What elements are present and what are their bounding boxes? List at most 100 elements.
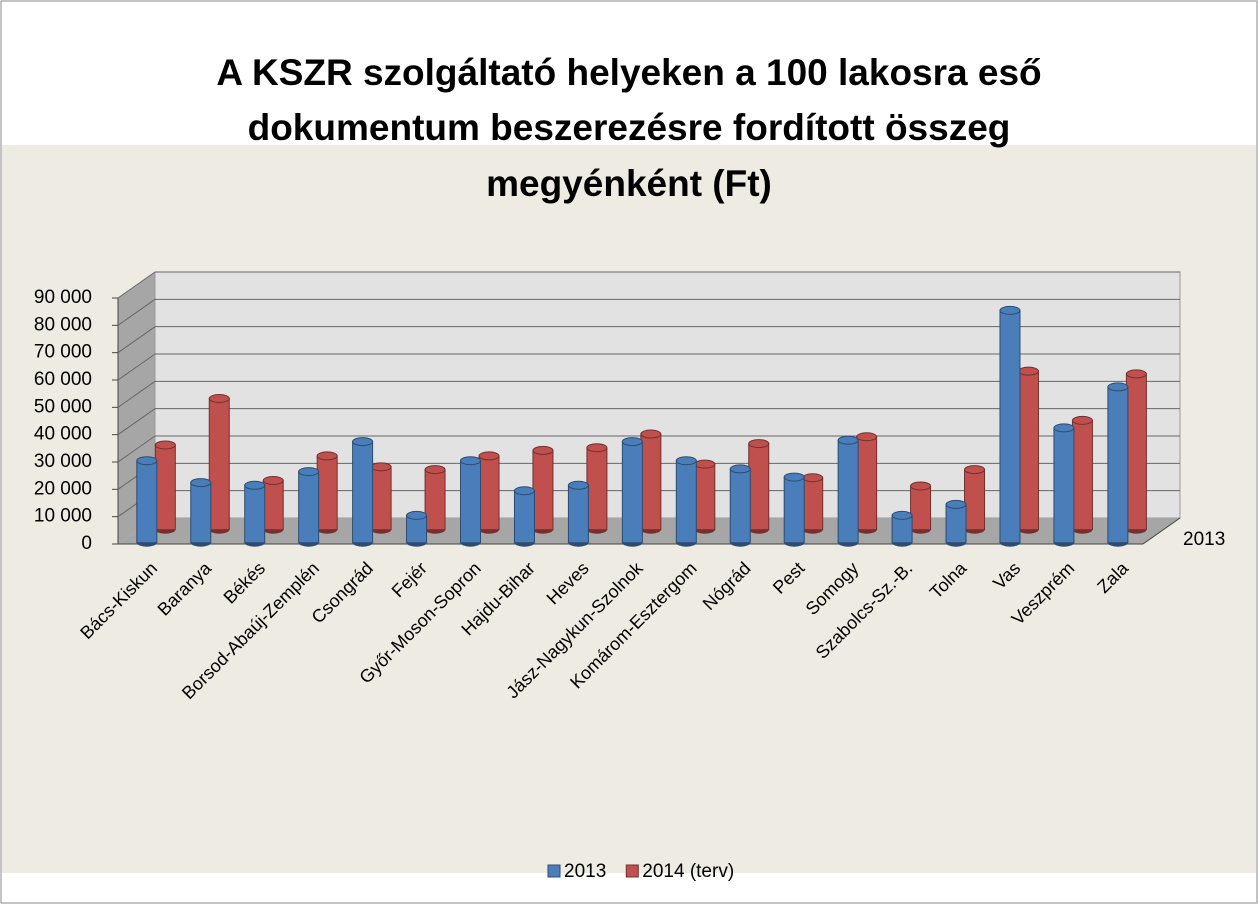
bar <box>729 468 751 544</box>
bar-top <box>945 499 967 509</box>
bar-top <box>640 429 662 439</box>
bar <box>190 482 212 544</box>
bar-top <box>370 462 392 472</box>
bar-top <box>964 465 986 475</box>
bar <box>783 476 805 544</box>
bar-top <box>352 437 374 447</box>
legend-swatch <box>547 864 561 878</box>
bar <box>640 433 662 531</box>
bar-top <box>567 480 589 490</box>
y-tick-label: 20 000 <box>34 478 92 499</box>
grid-line <box>117 408 156 436</box>
y-tick-label: 70 000 <box>34 342 92 363</box>
bar <box>424 469 446 531</box>
bar <box>1107 386 1129 544</box>
bar-top <box>783 472 805 482</box>
bar-top <box>424 465 446 475</box>
bar-top <box>316 451 338 461</box>
y-tick-label: 90 000 <box>34 287 92 308</box>
bar <box>154 444 176 531</box>
bar <box>567 484 589 544</box>
grid-line <box>117 435 156 463</box>
bar <box>675 460 697 544</box>
bar <box>298 471 320 544</box>
y-tick-label: 10 000 <box>34 506 92 527</box>
bar <box>586 447 608 531</box>
y-tick-label: 80 000 <box>34 314 92 335</box>
bar-top <box>748 439 770 449</box>
bar-top <box>1107 382 1129 392</box>
bar-top <box>190 478 212 488</box>
y-tick-label: 40 000 <box>34 424 92 445</box>
bar <box>262 480 284 531</box>
bar <box>1125 373 1147 531</box>
bar-top <box>478 451 500 461</box>
bar <box>999 309 1021 544</box>
bar <box>1071 419 1093 531</box>
bar <box>244 484 266 544</box>
bar <box>621 441 643 544</box>
bar <box>513 490 535 544</box>
grid-line <box>117 326 156 354</box>
bar-top <box>837 435 859 445</box>
bar <box>910 485 932 531</box>
bar <box>460 460 482 544</box>
grid-line <box>117 271 156 299</box>
bar <box>964 469 986 531</box>
bar-top <box>154 440 176 450</box>
grid-line <box>117 298 156 326</box>
bar-top <box>298 467 320 477</box>
bar-top <box>802 473 824 483</box>
bar <box>802 477 824 531</box>
bar <box>748 443 770 531</box>
y-tick-label: 0 <box>81 533 92 554</box>
bar-top <box>1053 423 1075 433</box>
bar-top <box>999 305 1021 315</box>
bar-top <box>136 456 158 466</box>
bar-top <box>513 486 535 496</box>
y-tick-label: 30 000 <box>34 451 92 472</box>
y-tick-label: 60 000 <box>34 369 92 390</box>
bar-top <box>460 456 482 466</box>
bar <box>352 441 374 544</box>
bar-top <box>621 437 643 447</box>
bar-top <box>1071 415 1093 425</box>
bar-top <box>262 476 284 485</box>
bar-top <box>729 464 751 474</box>
bar-top <box>675 456 697 466</box>
grid-line <box>117 380 156 408</box>
legend-label: 2014 (terv) <box>642 861 734 882</box>
bar <box>136 460 158 544</box>
bar <box>856 436 878 531</box>
chart-title: dokumentum beszerezésre fordított összeg <box>248 107 1011 148</box>
bar-top <box>910 481 932 491</box>
chart-title: A KSZR szolgáltató helyeken a 100 lakosr… <box>216 52 1041 93</box>
bar-top <box>586 443 608 453</box>
bar-top <box>406 510 428 520</box>
bar-top <box>244 480 266 490</box>
bar <box>837 439 859 544</box>
bar-top <box>856 432 878 442</box>
bar-top <box>208 394 230 403</box>
depth-label: 2013 <box>1183 529 1225 550</box>
bar <box>532 449 554 531</box>
bar-top <box>1017 366 1039 376</box>
bar-top <box>1125 369 1147 379</box>
chart-title: megyénként (Ft) <box>486 163 772 204</box>
bar <box>1053 427 1075 544</box>
legend-swatch <box>625 864 639 878</box>
bar-top <box>532 445 554 455</box>
depth-axis <box>1142 517 1181 545</box>
legend-label: 2013 <box>564 861 606 882</box>
bar <box>370 466 392 531</box>
bar <box>1017 370 1039 531</box>
bar <box>945 503 967 544</box>
bar-top <box>694 459 716 469</box>
bar <box>694 463 716 531</box>
y-tick-label: 50 000 <box>34 396 92 417</box>
bar <box>208 398 230 531</box>
grid-line <box>117 353 156 381</box>
bar <box>316 455 338 531</box>
bar-top <box>891 510 913 520</box>
